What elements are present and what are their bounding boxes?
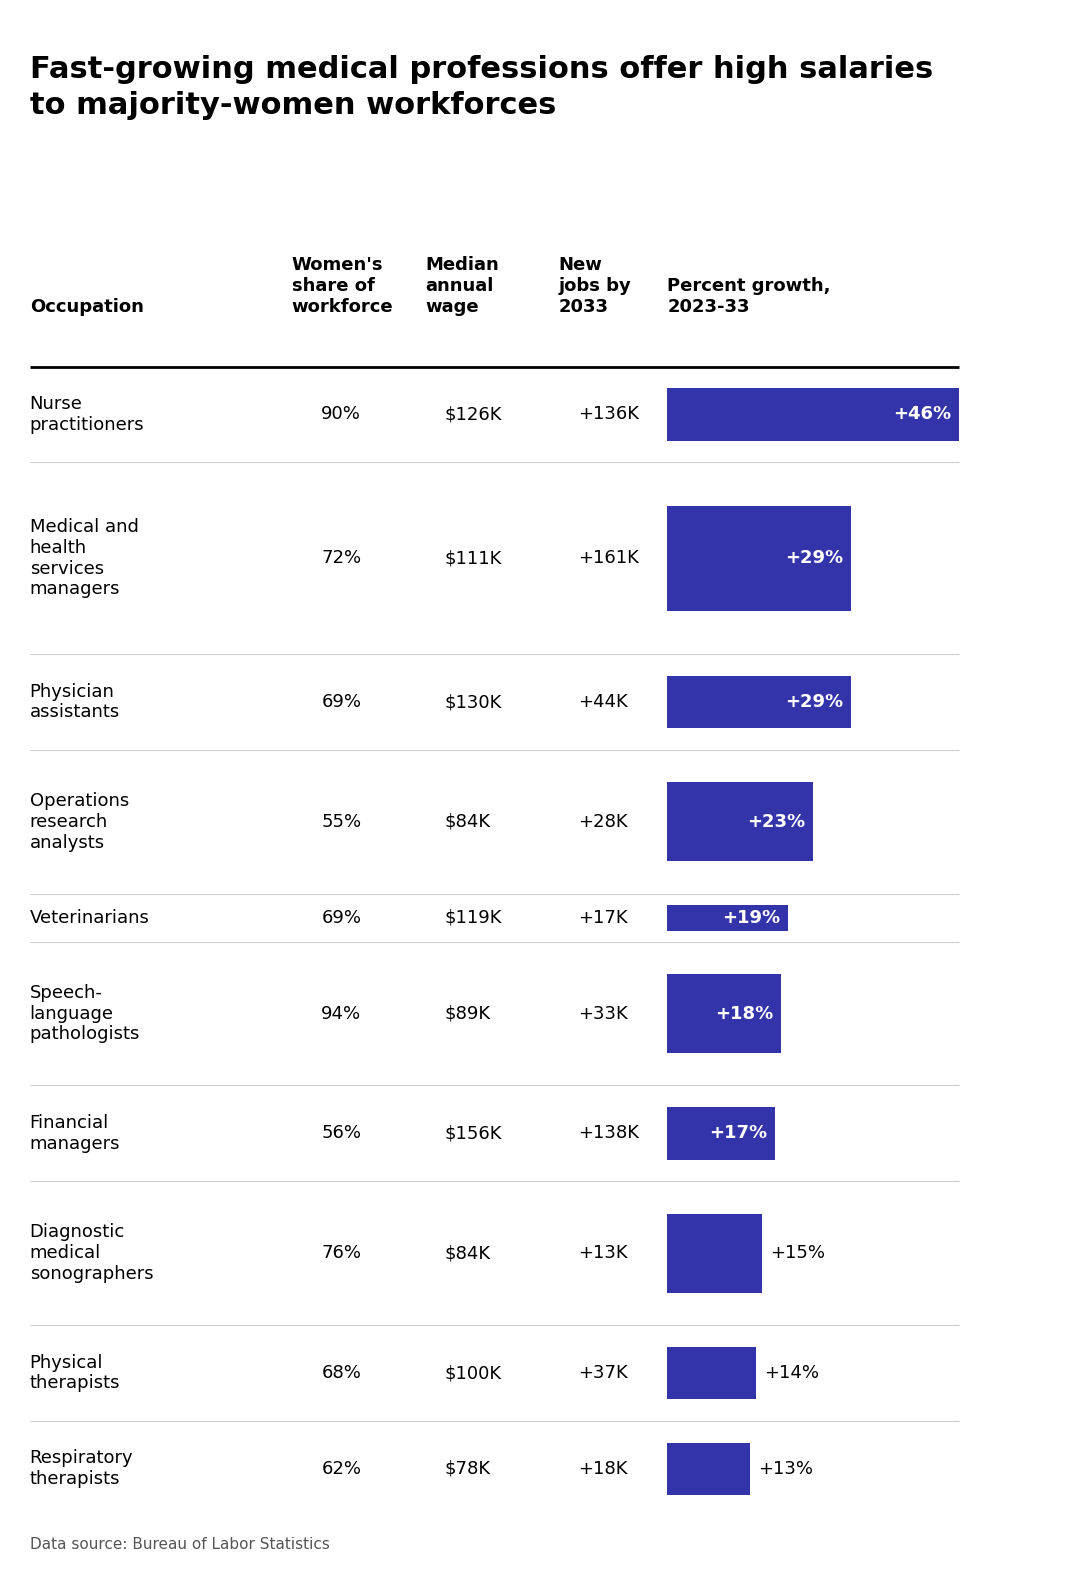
Text: Speech-
language
pathologists: Speech- language pathologists (29, 984, 140, 1043)
Text: 55%: 55% (322, 812, 362, 831)
Text: +44K: +44K (579, 694, 629, 711)
FancyBboxPatch shape (667, 1213, 762, 1292)
Text: New
jobs by
2033: New jobs by 2033 (558, 256, 632, 316)
Text: +19%: +19% (721, 908, 780, 927)
Text: Occupation: Occupation (29, 299, 144, 316)
Text: +138K: +138K (579, 1125, 639, 1142)
Text: +29%: +29% (785, 550, 843, 567)
Text: Respiratory
therapists: Respiratory therapists (29, 1449, 133, 1488)
Text: Diagnostic
medical
sonographers: Diagnostic medical sonographers (29, 1223, 153, 1283)
Text: Veterinarians: Veterinarians (29, 908, 149, 927)
Text: Nurse
practitioners: Nurse practitioners (29, 395, 145, 435)
Text: +17%: +17% (710, 1125, 767, 1142)
Text: +18%: +18% (715, 1005, 773, 1022)
Text: $84K: $84K (445, 1243, 491, 1262)
Text: Percent growth,
2023-33: Percent growth, 2023-33 (667, 276, 831, 316)
Text: 90%: 90% (322, 406, 361, 423)
FancyBboxPatch shape (667, 782, 813, 861)
Text: $84K: $84K (445, 812, 491, 831)
Text: Fast-growing medical professions offer high salaries
to majority-women workforce: Fast-growing medical professions offer h… (29, 55, 933, 120)
Text: 69%: 69% (322, 908, 362, 927)
FancyBboxPatch shape (667, 506, 851, 611)
Text: +15%: +15% (770, 1243, 825, 1262)
Text: Physician
assistants: Physician assistants (29, 683, 120, 722)
Text: $156K: $156K (445, 1125, 502, 1142)
Text: $89K: $89K (445, 1005, 491, 1022)
Text: +33K: +33K (579, 1005, 629, 1022)
Text: 56%: 56% (322, 1125, 362, 1142)
Text: +29%: +29% (785, 694, 843, 711)
Text: 72%: 72% (322, 550, 362, 567)
Text: +46%: +46% (893, 406, 951, 423)
Text: Women's
share of
workforce: Women's share of workforce (292, 256, 393, 316)
Text: 62%: 62% (322, 1460, 362, 1477)
Text: +28K: +28K (579, 812, 627, 831)
Text: +37K: +37K (579, 1364, 629, 1382)
FancyBboxPatch shape (667, 1108, 775, 1160)
Text: 69%: 69% (322, 694, 362, 711)
Text: +161K: +161K (579, 550, 639, 567)
Text: Data source: Bureau of Labor Statistics: Data source: Bureau of Labor Statistics (29, 1537, 329, 1552)
Text: 68%: 68% (322, 1364, 361, 1382)
Text: 94%: 94% (322, 1005, 362, 1022)
FancyBboxPatch shape (667, 389, 959, 441)
Text: Median
annual
wage: Median annual wage (426, 256, 499, 316)
FancyBboxPatch shape (667, 676, 851, 728)
Text: +18K: +18K (579, 1460, 627, 1477)
Text: +23%: +23% (747, 812, 806, 831)
Text: +14%: +14% (764, 1364, 819, 1382)
Text: $100K: $100K (445, 1364, 502, 1382)
Text: +136K: +136K (579, 406, 639, 423)
Text: +17K: +17K (579, 908, 627, 927)
Text: +13K: +13K (579, 1243, 627, 1262)
Text: $111K: $111K (445, 550, 502, 567)
Text: $78K: $78K (445, 1460, 491, 1477)
Text: Medical and
health
services
managers: Medical and health services managers (29, 518, 138, 599)
FancyBboxPatch shape (667, 1443, 750, 1495)
Text: 76%: 76% (322, 1243, 362, 1262)
Text: Operations
research
analysts: Operations research analysts (29, 792, 129, 852)
Text: +13%: +13% (758, 1460, 812, 1477)
Text: $130K: $130K (445, 694, 502, 711)
FancyBboxPatch shape (667, 973, 782, 1054)
Text: Financial
managers: Financial managers (29, 1114, 120, 1153)
Text: $119K: $119K (445, 908, 502, 927)
FancyBboxPatch shape (667, 1346, 756, 1400)
Text: Physical
therapists: Physical therapists (29, 1354, 120, 1392)
FancyBboxPatch shape (667, 904, 787, 931)
Text: $126K: $126K (445, 406, 502, 423)
